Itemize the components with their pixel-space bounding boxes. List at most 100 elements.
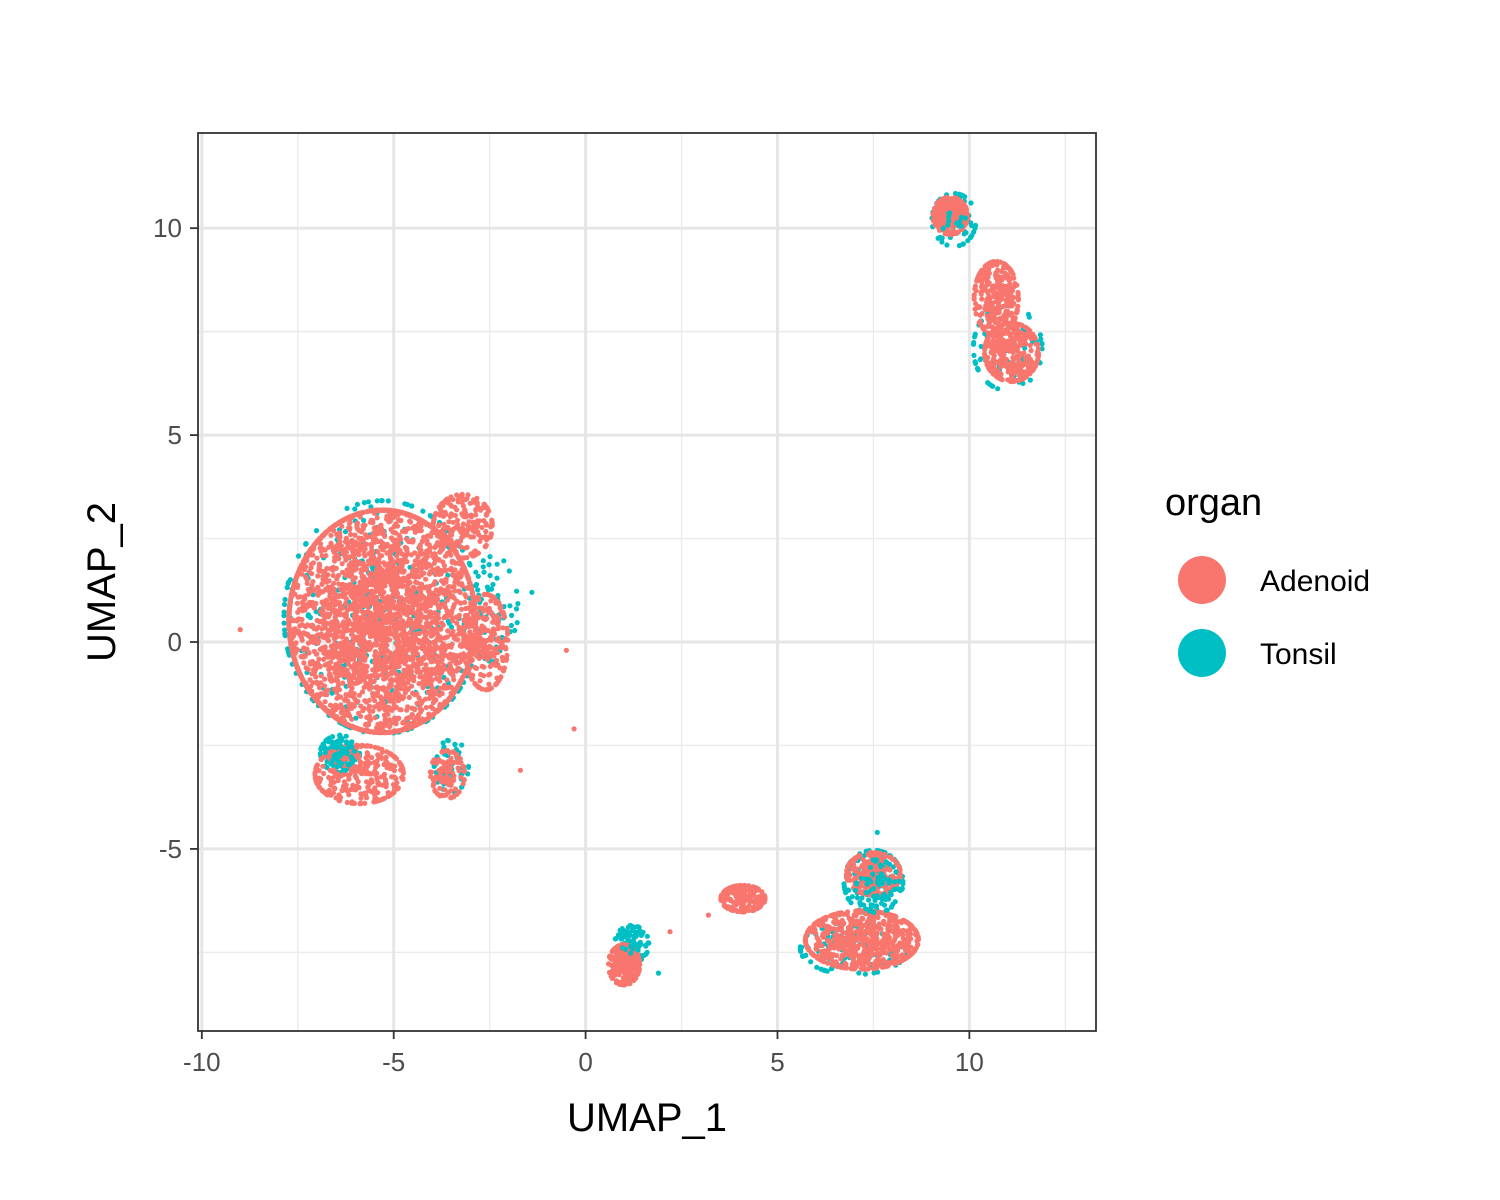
point xyxy=(330,548,337,554)
point xyxy=(418,528,424,534)
point xyxy=(405,680,411,686)
point xyxy=(426,695,432,702)
point xyxy=(968,200,974,206)
point xyxy=(294,572,300,578)
point xyxy=(377,601,383,607)
point xyxy=(281,620,287,626)
point xyxy=(424,615,430,622)
point xyxy=(481,645,487,652)
point xyxy=(454,507,460,513)
point xyxy=(362,698,368,704)
point xyxy=(388,682,394,689)
point xyxy=(424,620,431,626)
point xyxy=(312,696,319,702)
point xyxy=(463,570,469,576)
point xyxy=(401,667,407,673)
point xyxy=(363,532,369,538)
point xyxy=(970,341,977,347)
point xyxy=(390,529,396,535)
point xyxy=(322,662,328,668)
point xyxy=(349,553,355,560)
point xyxy=(470,601,476,607)
point xyxy=(389,597,395,603)
point xyxy=(437,701,443,708)
point xyxy=(437,669,443,675)
point xyxy=(299,637,305,643)
point xyxy=(968,234,974,240)
point xyxy=(409,724,415,730)
point xyxy=(479,663,485,670)
point xyxy=(376,611,382,617)
point xyxy=(435,596,441,602)
point xyxy=(317,545,323,551)
point xyxy=(316,685,323,691)
point xyxy=(355,698,361,704)
point xyxy=(332,554,338,561)
point xyxy=(444,597,451,603)
point xyxy=(319,634,325,640)
point xyxy=(457,589,463,596)
point xyxy=(316,568,322,574)
point-outlier xyxy=(513,606,520,612)
point xyxy=(448,494,454,500)
point xyxy=(856,970,862,976)
point xyxy=(391,700,397,707)
point xyxy=(324,565,330,572)
point xyxy=(402,634,408,640)
point xyxy=(428,713,434,719)
point xyxy=(380,507,386,513)
point xyxy=(434,658,440,665)
point xyxy=(449,559,455,566)
point xyxy=(337,605,343,612)
point xyxy=(506,568,512,574)
point xyxy=(404,707,410,713)
point xyxy=(350,577,356,583)
point xyxy=(843,890,849,896)
point xyxy=(322,587,328,593)
point xyxy=(1020,380,1026,386)
point xyxy=(392,677,399,683)
point xyxy=(342,553,348,559)
point xyxy=(450,615,456,621)
point xyxy=(331,665,337,671)
point xyxy=(319,553,325,559)
point xyxy=(443,700,449,706)
point xyxy=(436,541,442,547)
point xyxy=(371,556,377,562)
point xyxy=(798,948,804,954)
point xyxy=(496,638,503,645)
point xyxy=(469,524,475,530)
point xyxy=(336,693,342,700)
point xyxy=(503,657,509,663)
point xyxy=(381,700,387,706)
point xyxy=(381,723,387,729)
point xyxy=(431,555,437,561)
point xyxy=(326,735,332,741)
point xyxy=(514,588,520,594)
point xyxy=(452,588,458,594)
point xyxy=(391,666,397,672)
point xyxy=(426,547,432,553)
point xyxy=(350,622,357,629)
point xyxy=(339,634,345,640)
point xyxy=(481,673,487,679)
point xyxy=(321,656,327,663)
point xyxy=(319,599,325,605)
point xyxy=(302,593,308,599)
point xyxy=(414,700,420,706)
point xyxy=(309,571,315,577)
point xyxy=(935,235,941,241)
point xyxy=(466,670,472,676)
point xyxy=(322,625,328,631)
point xyxy=(427,603,433,609)
point xyxy=(414,613,420,619)
point xyxy=(814,964,820,970)
point xyxy=(354,522,360,528)
point xyxy=(514,620,520,626)
point xyxy=(361,547,367,553)
point xyxy=(419,593,425,599)
point xyxy=(359,689,366,695)
point xyxy=(356,542,362,548)
point xyxy=(352,512,358,518)
point xyxy=(411,620,417,626)
